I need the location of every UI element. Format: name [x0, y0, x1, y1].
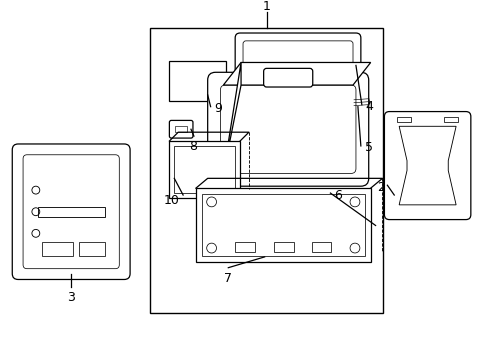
Bar: [169, 62, 226, 101]
Text: 1: 1: [262, 0, 270, 13]
Bar: [169, 141, 240, 198]
Text: 8: 8: [188, 140, 197, 153]
Bar: [174, 146, 235, 193]
Bar: [235, 242, 254, 252]
Text: 5: 5: [364, 141, 372, 154]
Text: 3: 3: [67, 291, 75, 304]
FancyBboxPatch shape: [243, 41, 352, 82]
Bar: [396, 117, 410, 122]
Bar: [38, 207, 104, 217]
Text: 4: 4: [365, 100, 373, 113]
Bar: [41, 242, 73, 256]
Bar: [79, 242, 104, 256]
FancyBboxPatch shape: [207, 72, 368, 186]
Text: 9: 9: [214, 102, 222, 115]
FancyBboxPatch shape: [220, 85, 355, 174]
Polygon shape: [223, 63, 241, 174]
FancyBboxPatch shape: [263, 68, 312, 87]
FancyBboxPatch shape: [384, 112, 470, 220]
Bar: [175, 126, 187, 132]
Bar: [196, 188, 370, 262]
FancyBboxPatch shape: [169, 120, 193, 138]
Bar: [444, 117, 457, 122]
Bar: [311, 242, 331, 252]
Text: 2: 2: [377, 181, 385, 194]
Text: 10: 10: [163, 194, 179, 207]
FancyBboxPatch shape: [235, 33, 360, 90]
FancyBboxPatch shape: [12, 144, 130, 279]
Bar: [274, 242, 293, 252]
Bar: [202, 194, 364, 256]
Text: 7: 7: [224, 272, 232, 285]
FancyBboxPatch shape: [23, 155, 119, 269]
Polygon shape: [223, 63, 370, 85]
Text: 6: 6: [334, 189, 342, 202]
Bar: [149, 28, 383, 313]
